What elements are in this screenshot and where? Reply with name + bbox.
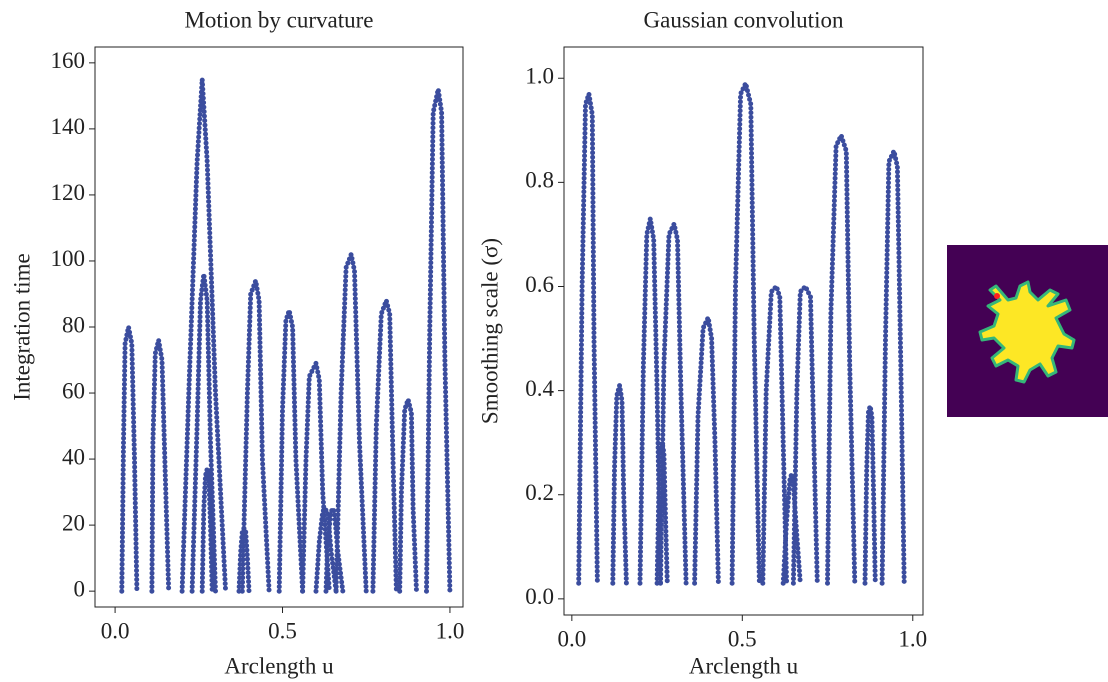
y-tick-label: 0.2 [525, 480, 554, 505]
y-tick-label: 160 [51, 48, 86, 73]
y-tick-label: 0 [74, 576, 86, 601]
plot-frame [563, 46, 924, 616]
arch-curve [239, 278, 272, 594]
x-tick-label: 0.0 [101, 618, 130, 643]
y-tick-label: 40 [62, 444, 85, 469]
y-tick-label: 20 [62, 510, 85, 535]
x-tick-label: 0.5 [728, 626, 757, 651]
arch-curve [790, 284, 820, 586]
y-tick-label: 0.0 [525, 584, 554, 609]
arch-curve [825, 133, 858, 586]
y-tick-label: 80 [62, 312, 85, 337]
plot-title: Motion by curvature [184, 7, 373, 32]
plot: Motion by curvature Arclength u Integratio… [9, 7, 464, 678]
arch-curve [149, 337, 172, 594]
x-axis-label: Arclength u [689, 653, 799, 678]
y-tick-label: 100 [51, 246, 86, 271]
x-tick-label: 1.0 [898, 626, 927, 651]
arch-curve [323, 506, 346, 594]
arch-curve [333, 251, 369, 594]
arch-curve [780, 471, 803, 586]
arch-curve [576, 91, 600, 586]
x-tick-label: 0.0 [557, 626, 586, 651]
arch-curve [654, 440, 670, 586]
y-axis-label: Smoothing scale (σ) [477, 238, 502, 424]
arch-curve [760, 284, 790, 586]
y-tick-label: 120 [51, 180, 86, 205]
arch-curve [658, 221, 689, 586]
arch-curve [313, 506, 339, 594]
arch-curve [119, 324, 140, 594]
y-tick-label: 0.8 [525, 168, 554, 193]
x-tick-label: 0.5 [268, 618, 297, 643]
thumbnail [947, 245, 1108, 417]
arch-curve [189, 271, 218, 594]
arch-curve [179, 76, 229, 594]
x-axis-label: Arclength u [224, 653, 334, 678]
arch-curve [370, 298, 399, 594]
arch-curve [862, 403, 878, 586]
arch-curve [397, 397, 419, 594]
arch-curve [276, 308, 306, 594]
y-tick-label: 0.6 [525, 272, 554, 297]
y-tick-label: 60 [62, 378, 85, 403]
arch-curve [729, 80, 762, 586]
arch-curve [236, 525, 252, 594]
y-tick-label: 0.4 [525, 376, 554, 401]
shape-blob [978, 280, 1076, 384]
plot-title: Gaussian convolution [644, 7, 844, 32]
arch-curve [692, 315, 721, 586]
arch-curve [610, 382, 629, 586]
x-tick-label: 1.0 [436, 618, 465, 643]
y-axis-label: Integration time [9, 253, 34, 401]
y-tick-label: 1.0 [525, 64, 554, 89]
arch-curve [879, 148, 907, 586]
arch-curve [300, 360, 332, 594]
start-point [994, 293, 1000, 299]
arch-curve [637, 216, 663, 586]
y-tick-label: 140 [51, 114, 86, 139]
arch-curve [424, 86, 453, 594]
plot: Gaussian convolution Arclength u Smoothing… [477, 7, 927, 678]
arch-curve [199, 466, 215, 594]
